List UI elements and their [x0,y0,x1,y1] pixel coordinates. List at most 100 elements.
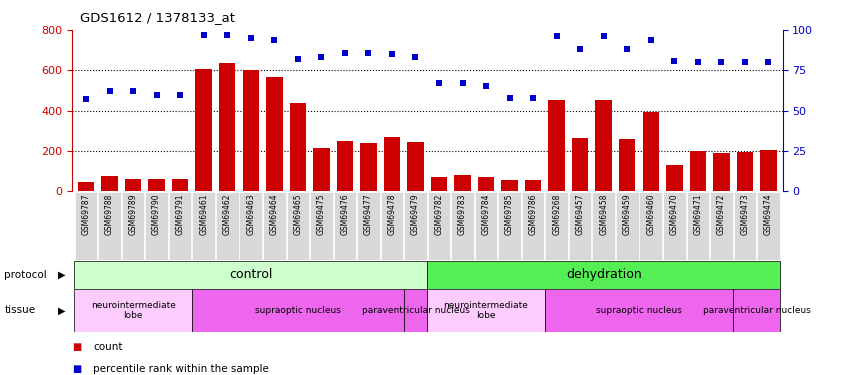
Point [432,80,446,86]
Text: GSM69471: GSM69471 [694,194,702,235]
FancyBboxPatch shape [451,192,474,260]
FancyBboxPatch shape [239,192,262,260]
Point [361,50,375,55]
Bar [219,63,235,191]
FancyBboxPatch shape [263,192,286,260]
Point [480,84,493,90]
Point [267,37,281,43]
Text: ■: ■ [72,342,81,352]
Bar [666,165,683,191]
FancyBboxPatch shape [357,192,380,260]
FancyBboxPatch shape [122,192,145,260]
Bar [102,176,118,191]
Bar [596,99,612,191]
FancyBboxPatch shape [663,192,685,260]
Bar [384,137,400,191]
FancyBboxPatch shape [616,192,639,260]
FancyBboxPatch shape [169,192,191,260]
Bar [313,148,330,191]
FancyBboxPatch shape [498,192,521,260]
Point [409,54,422,60]
Bar [643,112,659,191]
FancyBboxPatch shape [428,192,450,260]
Bar [172,179,189,191]
Text: count: count [93,342,123,352]
Text: GSM69477: GSM69477 [364,194,373,235]
Text: paraventricular nucleus: paraventricular nucleus [361,306,470,315]
FancyBboxPatch shape [546,192,568,260]
Text: protocol: protocol [4,270,47,280]
Text: GSM69791: GSM69791 [176,194,184,235]
Point [526,95,540,101]
Text: GSM69473: GSM69473 [740,194,750,235]
Text: GSM69459: GSM69459 [623,194,632,235]
Text: GSM69472: GSM69472 [717,194,726,235]
Point [291,56,305,62]
Text: paraventricular nucleus: paraventricular nucleus [703,306,810,315]
Text: GSM69268: GSM69268 [552,194,561,235]
Text: GSM69464: GSM69464 [270,194,279,235]
Bar [761,150,777,191]
Bar [502,180,518,191]
Point [103,88,117,94]
Point [173,92,187,98]
Bar [360,143,376,191]
Text: GSM69465: GSM69465 [294,194,302,235]
FancyBboxPatch shape [592,192,615,260]
Bar [427,289,545,332]
Text: ▶: ▶ [58,305,65,315]
Bar [737,152,753,191]
Bar [619,139,635,191]
Text: tissue: tissue [4,305,36,315]
FancyBboxPatch shape [710,192,733,260]
Bar [74,289,192,332]
Bar [125,179,141,191]
Text: percentile rank within the sample: percentile rank within the sample [93,364,269,374]
Point [691,59,705,65]
FancyBboxPatch shape [216,192,239,260]
Point [503,95,516,101]
Point [244,35,257,41]
Text: GSM69470: GSM69470 [670,194,678,235]
Text: GSM69461: GSM69461 [199,194,208,235]
Text: GSM69790: GSM69790 [152,194,161,235]
Bar [548,99,565,191]
Bar [689,151,706,191]
Bar [404,289,427,332]
Text: GSM69787: GSM69787 [81,194,91,235]
FancyBboxPatch shape [757,192,780,260]
Text: GSM69782: GSM69782 [435,194,443,235]
Bar [454,175,470,191]
Point [197,32,211,38]
FancyBboxPatch shape [381,192,404,260]
FancyBboxPatch shape [522,192,545,260]
Text: dehydration: dehydration [566,268,641,281]
Text: GSM69474: GSM69474 [764,194,773,235]
Point [597,33,611,39]
Bar [266,77,283,191]
Point [738,59,751,65]
Point [338,50,352,55]
Point [385,51,398,57]
Bar [407,142,424,191]
Text: GSM69786: GSM69786 [529,194,537,235]
Text: GSM69785: GSM69785 [505,194,514,235]
FancyBboxPatch shape [74,192,97,260]
Bar [572,138,589,191]
Bar [243,70,259,191]
Bar [148,179,165,191]
Text: GSM69783: GSM69783 [458,194,467,235]
Point [126,88,140,94]
Bar [478,177,494,191]
Text: GDS1612 / 1378133_at: GDS1612 / 1378133_at [80,11,235,24]
Text: supraoptic nucleus: supraoptic nucleus [255,306,341,315]
Text: GSM69457: GSM69457 [575,194,585,235]
Text: ■: ■ [72,364,81,374]
FancyBboxPatch shape [640,192,662,260]
Bar [337,141,353,191]
Text: neurointermediate
lobe: neurointermediate lobe [443,301,529,320]
Text: GSM69476: GSM69476 [340,194,349,235]
Text: supraoptic nucleus: supraoptic nucleus [596,306,682,315]
FancyBboxPatch shape [733,192,756,260]
Text: GSM69478: GSM69478 [387,194,397,235]
